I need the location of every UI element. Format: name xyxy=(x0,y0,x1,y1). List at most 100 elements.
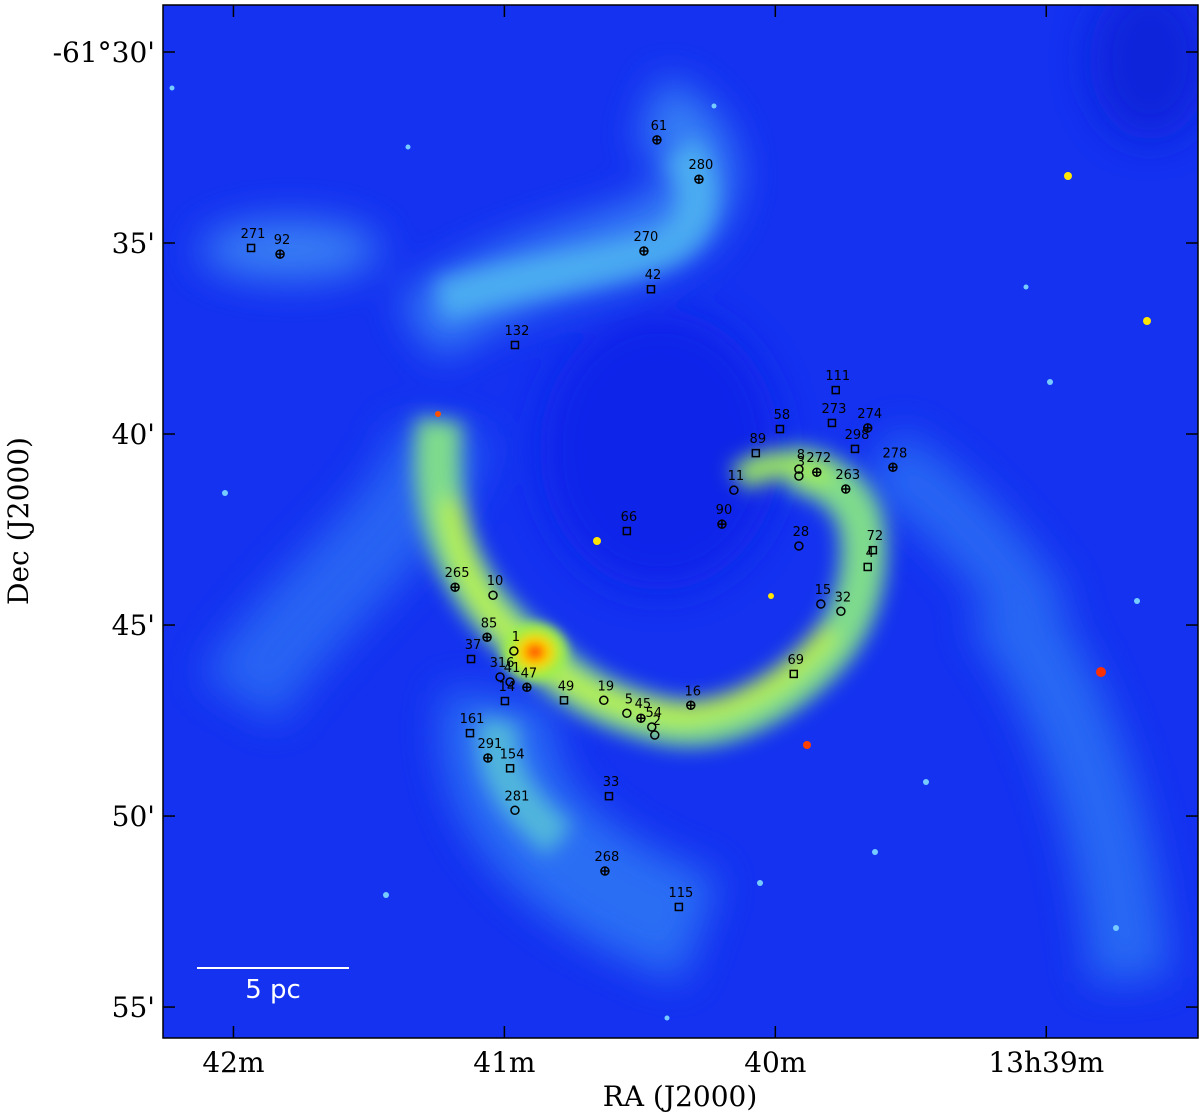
source-marker xyxy=(816,599,826,609)
source-marker xyxy=(775,424,785,434)
source-label: 281 xyxy=(505,789,530,804)
source-marker xyxy=(599,695,609,706)
source-label: 66 xyxy=(621,510,638,525)
source-marker xyxy=(510,340,520,350)
source-marker xyxy=(789,669,799,679)
source-marker xyxy=(827,418,837,428)
source-label: 270 xyxy=(634,230,659,245)
source-label: 11 xyxy=(728,469,745,484)
source-marker xyxy=(836,606,846,617)
source-marker xyxy=(636,713,646,723)
source-marker xyxy=(639,246,649,256)
source-marker xyxy=(466,654,476,664)
source-marker xyxy=(717,519,727,529)
source-marker xyxy=(510,805,520,816)
source-marker xyxy=(831,385,840,395)
source-label: 298 xyxy=(845,428,870,443)
source-marker xyxy=(862,423,873,433)
source-label: 54 xyxy=(646,706,663,721)
x-tick-label: 42m xyxy=(202,1046,264,1079)
stars xyxy=(169,85,1151,1021)
source-marker xyxy=(850,444,860,454)
source-label: 90 xyxy=(716,503,733,518)
source-label: 16 xyxy=(685,684,702,699)
y-tick-label: 35' xyxy=(112,227,155,260)
source-label: 58 xyxy=(774,408,791,423)
source-label: 92 xyxy=(274,233,291,248)
x-axis-label: RA (J2000) xyxy=(603,1080,758,1113)
source-label: 89 xyxy=(750,432,767,447)
source-marker xyxy=(482,632,492,642)
source-label: 272 xyxy=(806,451,831,466)
source-label: 32 xyxy=(835,590,852,605)
source-label: 5 xyxy=(625,692,633,707)
source-label: 274 xyxy=(857,407,882,422)
source-marker xyxy=(622,708,632,719)
source-label: 45 xyxy=(635,697,652,712)
source-marker xyxy=(868,545,878,555)
source-marker xyxy=(488,590,498,600)
bright-core xyxy=(497,618,573,686)
source-marker xyxy=(559,696,569,705)
source-marker xyxy=(794,471,804,481)
source-marker xyxy=(450,582,460,592)
source-marker xyxy=(812,467,822,477)
source-label: 263 xyxy=(835,468,860,483)
source-label: 42 xyxy=(645,268,662,283)
source-marker xyxy=(888,462,898,472)
sky-image xyxy=(163,5,1198,1038)
y-axis-label: Dec (J2000) xyxy=(2,437,35,605)
source-marker xyxy=(863,562,872,572)
source-label: 28 xyxy=(793,525,810,540)
source-marker xyxy=(794,464,804,474)
y-tick-label: 40' xyxy=(112,418,155,451)
source-label: 154 xyxy=(500,747,525,762)
source-marker xyxy=(505,764,515,773)
source-marker xyxy=(686,700,696,710)
source-marker xyxy=(694,174,704,184)
y-tick-label: 55' xyxy=(112,991,155,1024)
x-tick-label: 41m xyxy=(473,1046,535,1079)
source-label: 115 xyxy=(668,886,693,901)
source-marker xyxy=(622,526,632,536)
source-marker xyxy=(841,484,851,494)
source-label: 3 xyxy=(797,455,805,470)
source-marker xyxy=(600,866,610,876)
source-marker xyxy=(509,646,519,656)
source-marker xyxy=(495,672,505,682)
x-tick-label: 13h39m xyxy=(988,1046,1104,1079)
source-marker xyxy=(604,791,614,801)
source-label: 278 xyxy=(883,446,908,461)
source-marker xyxy=(505,677,515,687)
source-marker xyxy=(729,485,739,495)
source-label: 316 xyxy=(490,656,515,671)
source-marker xyxy=(674,902,684,912)
source-label: 271 xyxy=(241,227,266,242)
source-label: 15 xyxy=(815,583,832,598)
source-marker xyxy=(483,753,493,763)
source-marker xyxy=(751,448,761,458)
x-tick-label: 40m xyxy=(744,1046,806,1079)
source-marker xyxy=(275,249,285,259)
source-label: 14 xyxy=(499,680,516,695)
plot-frame xyxy=(162,4,1199,1039)
source-label: 4 xyxy=(866,546,874,561)
source-marker xyxy=(650,730,660,740)
source-marker xyxy=(500,696,510,706)
source-label: 291 xyxy=(477,737,502,752)
source-label: 111 xyxy=(825,369,850,384)
ring-emission xyxy=(414,138,887,856)
source-label: 161 xyxy=(460,712,485,727)
source-label: 265 xyxy=(445,566,470,581)
source-label: 61 xyxy=(651,119,668,134)
source-label: 10 xyxy=(487,574,504,589)
y-tick-label: -61°30' xyxy=(53,36,155,69)
source-label: 132 xyxy=(505,324,530,339)
source-label: 1 xyxy=(512,630,520,645)
source-label: 41 xyxy=(504,661,521,676)
source-label: 268 xyxy=(594,850,619,865)
source-label: 19 xyxy=(598,679,615,694)
